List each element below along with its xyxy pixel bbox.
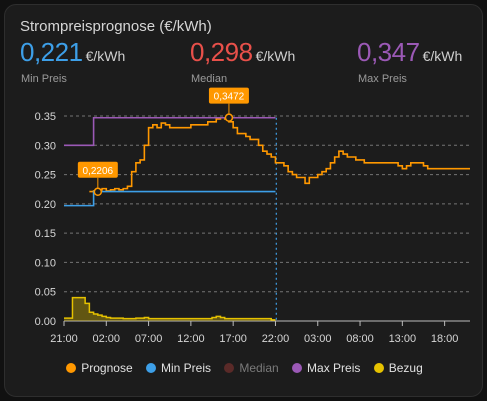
annotation-label: 0,3472 <box>214 92 245 103</box>
stat-min-price-value: 0,221 <box>20 37 83 67</box>
annotation-box <box>77 161 118 178</box>
stat-min-price-unit: €/kWh <box>85 48 126 64</box>
stat-min-price-label: Min Preis <box>21 73 67 85</box>
stat-median: 0,298 €/kWh Median <box>190 37 296 85</box>
legend-label-min-preis: Min Preis <box>160 361 211 375</box>
series-bezug-line <box>64 296 276 321</box>
annotation-label: 0,2206 <box>83 166 114 177</box>
legend-item-min-preis[interactable]: Min Preis <box>145 361 211 375</box>
annotation-point <box>224 113 234 122</box>
chart-series <box>64 116 470 321</box>
stat-max-price-label: Max Preis <box>358 73 407 85</box>
y-tick-label: 0.20 <box>35 199 56 211</box>
annotation-box <box>208 87 249 104</box>
stat-median-label: Median <box>191 73 228 85</box>
price-forecast-card: Strompreisprognose (€/kWh) 0,221 €/kWh Mi… <box>4 4 483 397</box>
x-tick-label: 12:00 <box>177 333 205 345</box>
stat-median-unit: €/kWh <box>255 48 296 64</box>
x-tick-label: 21:00 <box>50 333 78 345</box>
legend-label-bezug: Bezug <box>388 361 423 375</box>
legend-label-median: Median <box>239 361 279 375</box>
legend-label-prognose: Prognose <box>81 361 133 375</box>
series-bezug-area <box>64 297 276 321</box>
chart-grid <box>64 115 470 322</box>
annotation-point <box>93 187 103 197</box>
legend-dot-bezug <box>373 363 384 373</box>
y-tick-label: 0.30 <box>35 140 56 152</box>
y-tick-label: 0.15 <box>35 228 56 240</box>
legend-label-max-preis: Max Preis <box>307 361 361 375</box>
y-tick-label: 0.00 <box>35 316 56 328</box>
stat-median-value: 0,298 <box>190 37 253 67</box>
x-tick-label: 17:00 <box>219 333 247 345</box>
x-tick-label: 03:00 <box>304 333 332 345</box>
legend-dot-min-preis <box>145 363 156 373</box>
legend-item-prognose[interactable]: Prognose <box>66 361 133 375</box>
x-tick-label: 22:00 <box>262 333 290 345</box>
y-tick-label: 0.25 <box>35 170 56 182</box>
stat-max-price-value: 0,347 <box>357 37 420 67</box>
legend-dot-median <box>224 363 235 373</box>
x-tick-label: 02:00 <box>93 333 121 345</box>
x-tick-label: 07:00 <box>135 333 163 345</box>
stat-max-price-unit: €/kWh <box>422 48 463 64</box>
series-prognose-line <box>89 116 470 193</box>
y-tick-label: 0.05 <box>35 287 56 299</box>
x-tick-label: 08:00 <box>346 333 374 345</box>
stat-min-price: 0,221 €/kWh Min Preis <box>20 37 126 85</box>
stat-max-price: 0,347 €/kWh Max Preis <box>357 37 463 85</box>
legend-item-bezug[interactable]: Bezug <box>373 361 423 375</box>
series-max-preis-line <box>64 116 276 147</box>
y-axis: 0.00 0.05 0.10 0.15 0.20 0.25 0.30 0.35 <box>35 111 56 328</box>
x-axis: 21:00 02:00 07:00 12:00 17:00 22:00 03:00 08:00… <box>50 321 458 345</box>
y-tick-label: 0.35 <box>35 111 56 123</box>
x-tick-label: 18:00 <box>431 333 459 345</box>
x-tick-label: 13:00 <box>389 333 417 345</box>
legend-dot-max-preis <box>292 363 303 373</box>
series-min-preis-line <box>64 190 276 207</box>
chart-legend: Prognose Min Preis Median Max Preis Bezu… <box>5 361 484 375</box>
legend-item-max-preis[interactable]: Max Preis <box>292 361 360 375</box>
legend-dot-prognose <box>66 363 77 373</box>
legend-item-median[interactable]: Median <box>224 361 279 375</box>
y-tick-label: 0.10 <box>35 257 56 269</box>
chart-annotations: 0,2206 0,3472 <box>77 87 249 197</box>
price-chart[interactable]: 0.00 0.05 0.10 0.15 0.20 0.25 0.30 0.35 21:00 02… <box>5 5 484 398</box>
card-title: Strompreisprognose (€/kWh) <box>20 18 212 35</box>
